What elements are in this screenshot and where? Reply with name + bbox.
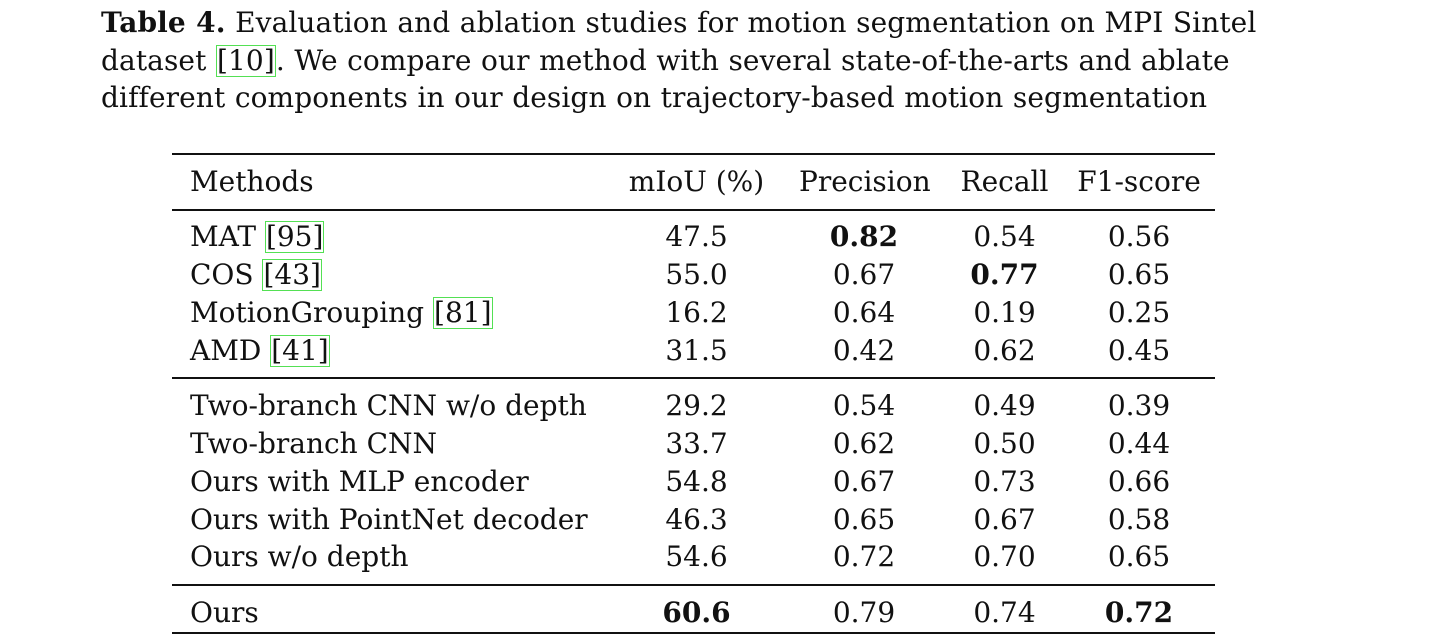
method-cell: Two-branch CNN	[190, 427, 438, 460]
miou-cell: 29.2	[665, 389, 728, 422]
recall-cell: 0.49	[973, 389, 1036, 422]
method-cell: MotionGrouping [81]	[190, 294, 493, 332]
table-row: Ours w/o depth 54.6 0.72 0.70 0.65	[172, 538, 1215, 576]
method-name: AMD	[190, 334, 271, 367]
table-caption: Table 4. Evaluation and ablation studies…	[101, 4, 1301, 117]
method-cell: Ours	[190, 596, 259, 629]
ablation-rule	[172, 584, 1215, 586]
miou-cell: 47.5	[665, 220, 728, 253]
table-row: MAT [95] 47.5 0.82 0.54 0.56	[172, 218, 1215, 256]
f1-cell: 0.39	[1107, 389, 1171, 422]
table-row: Two-branch CNN w/o depth 29.2 0.54 0.49 …	[172, 387, 1215, 425]
group-rule	[172, 377, 1215, 379]
recall-cell: 0.50	[973, 427, 1036, 460]
recall-cell: 0.19	[973, 296, 1036, 329]
precision-cell: 0.54	[832, 389, 896, 422]
table-row: Two-branch CNN 33.7 0.62 0.50 0.44	[172, 425, 1215, 463]
f1-cell: 0.66	[1107, 465, 1171, 498]
method-cell: Ours with PointNet decoder	[190, 503, 588, 536]
miou-cell: 54.8	[665, 465, 728, 498]
table-row: MotionGrouping [81] 16.2 0.64 0.19 0.25	[172, 294, 1215, 332]
method-cell: Ours w/o depth	[190, 540, 409, 573]
method-cell: COS [43]	[190, 256, 322, 294]
miou-cell: 33.7	[665, 427, 728, 460]
header-f1: F1-score	[1077, 165, 1201, 198]
miou-cell: 54.6	[665, 540, 728, 573]
header-precision: Precision	[799, 165, 931, 198]
recall-cell: 0.67	[973, 503, 1036, 536]
citation-link[interactable]: [81]	[433, 296, 493, 330]
recall-cell: 0.70	[973, 540, 1036, 573]
recall-cell: 0.77	[970, 258, 1039, 291]
table-row-ours: Ours 60.6 0.79 0.74 0.72	[172, 594, 1215, 632]
precision-cell: 0.72	[832, 540, 896, 573]
method-name: MAT	[190, 220, 265, 253]
citation-link[interactable]: [95]	[264, 220, 325, 254]
table-top-rule	[172, 153, 1215, 155]
f1-cell: 0.44	[1107, 427, 1171, 460]
miou-cell: 46.3	[665, 503, 728, 536]
method-cell: Two-branch CNN w/o depth	[190, 389, 587, 422]
table-row: Ours with MLP encoder 54.8 0.67 0.73 0.6…	[172, 463, 1215, 501]
miou-cell: 60.6	[662, 596, 731, 629]
f1-cell: 0.65	[1107, 258, 1171, 291]
f1-cell: 0.65	[1107, 540, 1171, 573]
caption-text-start: Evaluation and ablation studies for moti…	[101, 6, 1257, 77]
precision-cell: 0.64	[832, 296, 896, 329]
recall-cell: 0.74	[973, 596, 1036, 629]
header-recall: Recall	[960, 165, 1049, 198]
table-row: COS [43] 55.0 0.67 0.77 0.65	[172, 256, 1215, 294]
method-cell: Ours with MLP encoder	[190, 465, 529, 498]
citation-link[interactable]: [43]	[262, 258, 322, 292]
f1-cell: 0.45	[1107, 334, 1171, 367]
caption-text-end: . We compare our method with several sta…	[101, 43, 1230, 115]
f1-cell: 0.56	[1107, 220, 1171, 253]
precision-cell: 0.79	[832, 596, 896, 629]
table-header-row: Methods mIoU (%) Precision Recall F1-sco…	[172, 163, 1215, 201]
f1-cell: 0.25	[1107, 296, 1171, 329]
precision-cell: 0.62	[832, 427, 896, 460]
precision-cell: 0.67	[832, 465, 896, 498]
method-name: COS	[190, 258, 263, 291]
header-methods: Methods	[190, 165, 314, 198]
method-cell: AMD [41]	[190, 332, 330, 370]
miou-cell: 31.5	[665, 334, 728, 367]
recall-cell: 0.62	[973, 334, 1036, 367]
recall-cell: 0.73	[973, 465, 1036, 498]
recall-cell: 0.54	[973, 220, 1036, 253]
header-miou: mIoU (%)	[628, 165, 765, 198]
caption-label: Table 4.	[101, 6, 226, 39]
table-row: Ours with PointNet decoder 46.3 0.65 0.6…	[172, 501, 1215, 539]
caption-citation-link[interactable]: [10]	[215, 43, 276, 77]
method-cell: MAT [95]	[190, 218, 325, 256]
method-name: MotionGrouping	[190, 296, 434, 329]
precision-cell: 0.82	[829, 220, 899, 253]
citation-link[interactable]: [41]	[270, 334, 330, 368]
miou-cell: 55.0	[665, 258, 728, 291]
precision-cell: 0.67	[832, 258, 896, 291]
header-rule	[172, 209, 1215, 211]
precision-cell: 0.65	[832, 503, 896, 536]
miou-cell: 16.2	[665, 296, 728, 329]
table-bottom-rule	[172, 632, 1215, 634]
f1-cell: 0.72	[1104, 596, 1174, 629]
table-row: AMD [41] 31.5 0.42 0.62 0.45	[172, 332, 1215, 370]
f1-cell: 0.58	[1107, 503, 1171, 536]
precision-cell: 0.42	[832, 334, 896, 367]
